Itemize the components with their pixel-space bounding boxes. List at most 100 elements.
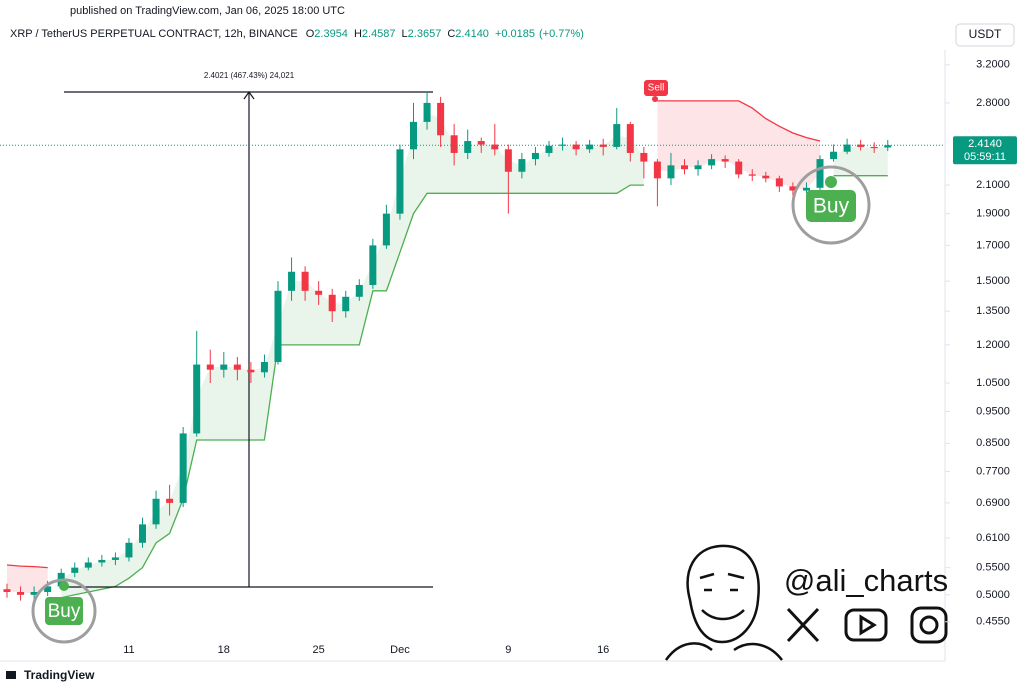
y-tick-label: 1.5000 [976, 275, 1010, 287]
candle-body [464, 141, 472, 153]
change-pct: (+0.77%) [539, 28, 584, 40]
footer-logo: TradingView [6, 668, 95, 682]
candle-body [44, 586, 52, 593]
candle-body [17, 592, 25, 595]
symbol: XRP / TetherUS PERPETUAL CONTRACT, 12h, … [10, 28, 298, 40]
y-tick-label: 2.1000 [976, 179, 1010, 191]
ohlc-key: L [402, 28, 408, 40]
y-tick-label: 0.5500 [976, 562, 1010, 574]
ohlc-value: 2.4140 [455, 28, 489, 40]
candle-body [857, 144, 865, 147]
last-price-label: 2.4140 [968, 138, 1002, 150]
candle-body [775, 178, 783, 187]
candle-body [193, 364, 201, 434]
y-tick-label: 0.4550 [976, 616, 1010, 628]
watermark: @ali_charts [784, 563, 948, 598]
candle-body [640, 152, 648, 162]
candle-body [816, 159, 824, 188]
y-tick-label: 0.5000 [976, 589, 1010, 601]
candle-body [667, 165, 675, 179]
y-tick-label: 0.6900 [976, 497, 1010, 509]
x-tick-label: 16 [597, 644, 609, 656]
supertrend-fill [61, 112, 644, 598]
candle-body [98, 559, 106, 563]
ohlc-value: 2.4587 [362, 28, 396, 40]
candle-body [111, 557, 119, 560]
candle-body [518, 159, 526, 172]
y-tick-label: 0.9500 [976, 405, 1010, 417]
candle-body [152, 498, 160, 525]
y-tick-label: 1.3500 [976, 305, 1010, 317]
candle-body [708, 159, 716, 166]
candle-body [288, 271, 296, 291]
candle-body [179, 433, 187, 503]
candle-body [342, 296, 350, 312]
published-note: published on TradingView.com, Jan 06, 20… [70, 5, 345, 17]
sell-signal: Sell [644, 80, 668, 102]
candle-body [830, 151, 838, 160]
candle-body [315, 290, 323, 295]
candle-body [84, 562, 92, 568]
candle-body [477, 141, 485, 145]
candle-body [735, 161, 743, 175]
candle-body [166, 498, 174, 503]
candle-body [843, 144, 851, 152]
candle-body [125, 542, 133, 558]
candle-body [369, 245, 377, 285]
ohlc-key: H [354, 28, 362, 40]
candle-body [681, 165, 688, 170]
candle-body [626, 124, 634, 153]
candle-body [301, 271, 309, 291]
avatar [664, 544, 783, 661]
candle-body [423, 102, 431, 122]
x-tick-label: 25 [313, 644, 325, 656]
candle-body [139, 524, 146, 543]
buy-signal: Buy [31, 578, 97, 644]
candle-body [396, 149, 404, 214]
candle-body [328, 294, 336, 312]
candle-body [802, 187, 810, 191]
candle-body [260, 362, 268, 373]
candle-body [247, 369, 255, 373]
supertrend-fill [7, 565, 48, 594]
ohlc-key: C [447, 28, 455, 40]
countdown: 05:59:11 [964, 151, 1006, 163]
candle-body [410, 121, 417, 150]
candle-body [748, 174, 756, 176]
footer: TradingView [24, 668, 95, 682]
buy-label: Buy [813, 195, 850, 218]
ohlc-legend: O 2.3954 H 2.4587 L 2.3657 C 2.4140 +0.0185 (+0.7… [306, 28, 584, 40]
candle-body [30, 592, 38, 595]
sell-label: Sell [648, 83, 665, 94]
candle-body [531, 152, 539, 160]
x-tick-label: Dec [390, 644, 410, 656]
y-tick-label: 0.6100 [976, 532, 1010, 544]
supertrend-line [61, 175, 888, 599]
y-tick-label: 1.7000 [976, 239, 1010, 251]
candle-body [653, 161, 661, 179]
measure-tool [64, 90, 433, 588]
y-tick-label: 1.0500 [976, 377, 1010, 389]
candle-body [586, 144, 594, 150]
candle-body [355, 284, 363, 297]
x-tick-label: 9 [505, 644, 511, 656]
candle-body [491, 144, 499, 150]
candle-body [382, 213, 390, 246]
candle-body [545, 145, 553, 153]
candle-body [504, 149, 512, 172]
x-tick-label: 11 [123, 644, 134, 656]
candle-body [613, 124, 621, 147]
y-tick-label: 1.2000 [976, 339, 1010, 351]
candle-body [233, 364, 241, 370]
change: +0.0185 [495, 28, 535, 40]
currency-box[interactable] [955, 23, 1015, 47]
candle-body [206, 364, 214, 370]
y-tick-label: 1.9000 [976, 208, 1010, 220]
social-icons [786, 606, 948, 644]
currency[interactable]: USDT [969, 27, 1002, 41]
ohlc-value: 2.3657 [408, 28, 442, 40]
last-price-tag [953, 136, 1017, 165]
candle-body [694, 165, 702, 170]
y-tick-label: 3.2000 [976, 59, 1010, 71]
